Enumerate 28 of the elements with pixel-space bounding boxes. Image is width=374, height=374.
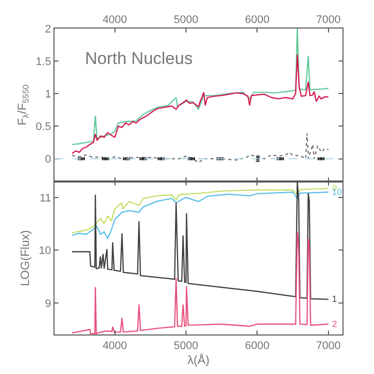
x-tick-label: 4000: [102, 14, 128, 26]
line-series: [71, 231, 329, 334]
y-tick-label: 2: [44, 23, 52, 36]
annotation: North Nucleus: [85, 49, 193, 68]
y-tick-label: 0: [44, 154, 52, 166]
x-tick-label: 6000: [244, 14, 270, 26]
y-tick-label: 11: [40, 192, 52, 204]
x-tick-label: 5000: [174, 14, 198, 26]
line-series: [71, 28, 329, 146]
line-series: [71, 192, 329, 240]
line-series: [71, 182, 329, 300]
x-tick-label: 5000: [174, 340, 198, 352]
y-tick-label: 9: [44, 298, 52, 310]
line-series: [71, 132, 329, 164]
x-tick-label: 4000: [102, 340, 128, 352]
x-tick-label: 6000: [244, 340, 270, 352]
y-tick-label: 0.5: [36, 121, 52, 134]
line-series: [71, 188, 329, 234]
series-label: 2: [332, 319, 338, 329]
x-axis-title: λ(Å): [187, 352, 210, 367]
y-tick-label: 1.5: [36, 56, 52, 68]
series-label: 1: [332, 294, 338, 304]
y-tick-label: 10: [38, 245, 52, 258]
line-series: [71, 54, 329, 154]
x-tick-label: 7000: [316, 14, 341, 26]
y-axis-title: LOG(Flux): [18, 230, 32, 286]
x-tick-label: 7000: [316, 340, 341, 352]
y-tick-label: 1: [44, 88, 52, 100]
